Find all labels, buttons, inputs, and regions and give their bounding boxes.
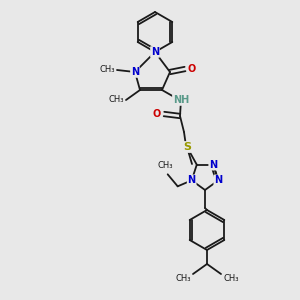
Text: CH₃: CH₃ — [176, 274, 191, 283]
Text: N: N — [151, 47, 159, 57]
Text: N: N — [209, 160, 217, 170]
Text: CH₃: CH₃ — [158, 161, 173, 170]
Text: O: O — [188, 64, 196, 74]
Text: CH₃: CH₃ — [223, 274, 239, 283]
Text: S: S — [183, 142, 191, 152]
Text: NH: NH — [173, 95, 189, 105]
Text: N: N — [131, 67, 139, 77]
Text: N: N — [188, 175, 196, 185]
Text: CH₃: CH₃ — [100, 65, 115, 74]
Text: N: N — [214, 175, 222, 185]
Text: CH₃: CH₃ — [109, 95, 124, 104]
Text: O: O — [153, 109, 161, 119]
